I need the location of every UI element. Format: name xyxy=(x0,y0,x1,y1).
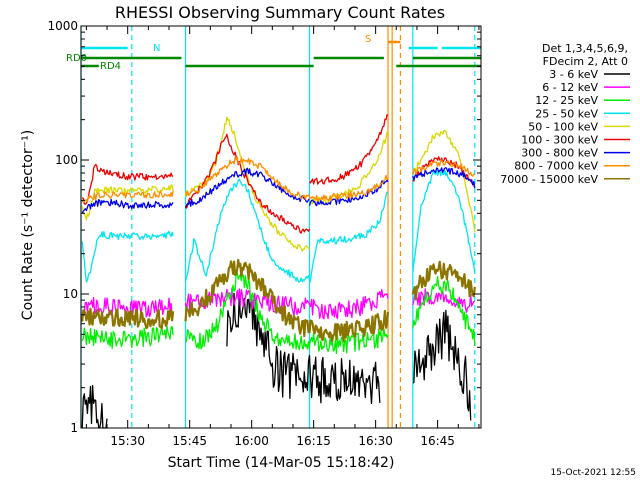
y-tick-label: 10 xyxy=(63,287,78,301)
series-1-segment-2 xyxy=(309,289,389,320)
legend-entry-label: 800 - 7000 keV xyxy=(514,160,598,173)
x-tick-label: 15:45 xyxy=(172,434,207,448)
series-3-segment-0 xyxy=(81,230,174,283)
legend-header-0: Det 1,3,4,5,6,9, xyxy=(542,42,628,55)
series-7-segment-1 xyxy=(184,156,311,200)
x-tick-label: 15:30 xyxy=(110,434,145,448)
series-6-segment-3 xyxy=(412,167,476,188)
x-axis-label: Start Time (14-Mar-05 15:18:42) xyxy=(168,455,395,471)
status-label-rd0: RD0 xyxy=(66,53,87,64)
series-2-segment-2 xyxy=(308,328,389,355)
series-12-25-kev xyxy=(81,271,476,355)
status-label-s: S xyxy=(365,34,371,45)
series-300-800-kev xyxy=(81,167,476,214)
axes-layer: 1 10 100 1000 15:30 15:45 16:00 16:15 16:30 16:45 xyxy=(47,19,482,448)
series-4-segment-3 xyxy=(412,129,476,233)
y-tick-label: 100 xyxy=(55,153,78,167)
legend-entry-label: 100 - 300 keV xyxy=(521,134,598,147)
series-0-segment-1 xyxy=(226,292,381,405)
series-8-segment-1 xyxy=(184,258,311,338)
legend-entry-label: 12 - 25 keV xyxy=(535,94,598,107)
series-5-segment-2 xyxy=(308,114,389,185)
series-4-segment-1 xyxy=(184,116,311,252)
series-8-segment-2 xyxy=(308,309,390,343)
legend-entry-label: 6 - 12 keV xyxy=(542,81,598,94)
series-100-300-kev xyxy=(81,114,476,234)
status-label-rd4: RD4 xyxy=(100,61,121,72)
legend-entry-label: 25 - 50 keV xyxy=(535,107,598,120)
legend-entry-label: 3 - 6 keV xyxy=(549,68,598,81)
series-2-segment-1 xyxy=(184,271,311,351)
series-6-segment-1 xyxy=(184,167,310,209)
series-3-segment-3 xyxy=(412,169,476,273)
x-tick-label: 16:45 xyxy=(420,434,455,448)
legend-header-1: FDecim 2, Att 0 xyxy=(543,55,628,68)
series-2-segment-0 xyxy=(81,325,174,349)
y-tick-label: 1000 xyxy=(47,19,78,33)
series-7-segment-2 xyxy=(308,174,389,202)
chart-title: RHESSI Observing Summary Count Rates xyxy=(115,3,445,22)
series-3-segment-1 xyxy=(184,178,311,283)
series-5-segment-1 xyxy=(184,133,311,234)
axes-frame xyxy=(80,25,482,429)
series-7000-15000-kev xyxy=(81,258,476,343)
legend-entry-label: 300 - 800 keV xyxy=(521,147,598,160)
series-6-segment-2 xyxy=(308,179,389,207)
series-25-50-kev xyxy=(81,169,476,284)
x-tick-label: 16:15 xyxy=(296,434,331,448)
series-8-segment-3 xyxy=(411,260,476,301)
series-2-segment-3 xyxy=(412,275,476,347)
y-axis-label: Count Rate (s⁻¹ detector⁻¹) xyxy=(20,130,36,320)
series-5-segment-0 xyxy=(81,163,174,205)
series-1-segment-3 xyxy=(412,288,475,314)
series-3-segment-2 xyxy=(308,191,389,284)
series-4-segment-0 xyxy=(81,184,174,221)
series-50-100-kev xyxy=(81,116,476,252)
series-7-segment-0 xyxy=(81,190,174,204)
series-layer xyxy=(81,114,476,429)
status-bars: N RD0 RD4 S xyxy=(66,34,481,72)
x-tick-label: 16:30 xyxy=(358,434,393,448)
x-tick-label: 16:00 xyxy=(234,434,269,448)
footer-timestamp: 15-Oct-2021 12:55 xyxy=(551,468,636,478)
y-tick-label: 1 xyxy=(70,421,78,435)
legend-entry-label: 50 - 100 keV xyxy=(528,120,598,133)
legend-entry-label: 7000 - 15000 keV xyxy=(500,173,598,186)
status-label-n: N xyxy=(153,43,160,54)
series-0-segment-2 xyxy=(412,309,472,421)
legend: Det 1,3,4,5,6,9,FDecim 2, Att 03 - 6 keV… xyxy=(500,42,630,186)
series-7-segment-3 xyxy=(412,159,476,177)
series-8-segment-0 xyxy=(81,307,175,330)
series-800-7000-kev xyxy=(81,156,476,204)
series-6-segment-0 xyxy=(81,198,174,214)
